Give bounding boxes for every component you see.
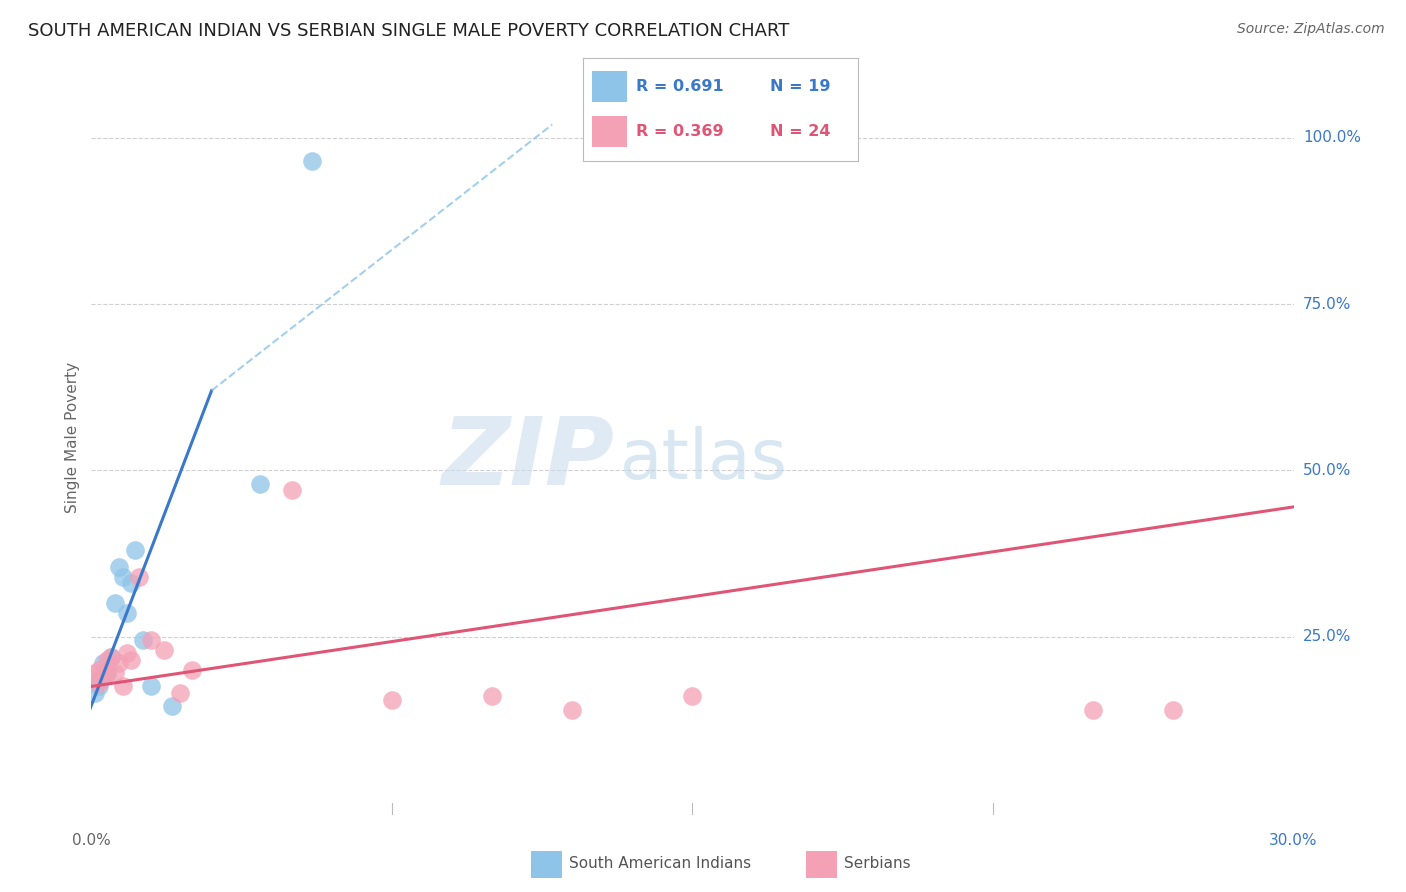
Text: Source: ZipAtlas.com: Source: ZipAtlas.com — [1237, 22, 1385, 37]
Point — [96, 666, 118, 681]
Point — [96, 666, 118, 681]
Point — [141, 680, 163, 694]
Point — [84, 666, 107, 681]
Text: N = 24: N = 24 — [770, 124, 831, 139]
Text: atlas: atlas — [620, 425, 789, 492]
Point — [93, 666, 115, 681]
Point — [100, 649, 122, 664]
Point — [169, 686, 191, 700]
Text: Serbians: Serbians — [844, 856, 910, 871]
Point — [89, 663, 111, 677]
Text: R = 0.369: R = 0.369 — [636, 124, 723, 139]
Point — [104, 666, 127, 681]
Point — [108, 559, 131, 574]
Point — [381, 692, 404, 706]
Point — [481, 690, 503, 704]
Point — [249, 476, 271, 491]
Text: 0.0%: 0.0% — [72, 833, 111, 848]
Point — [1163, 703, 1185, 717]
Point — [301, 154, 323, 169]
Point — [89, 673, 111, 687]
Point — [141, 632, 163, 647]
Text: SOUTH AMERICAN INDIAN VS SERBIAN SINGLE MALE POVERTY CORRELATION CHART: SOUTH AMERICAN INDIAN VS SERBIAN SINGLE … — [28, 22, 790, 40]
Point — [112, 680, 135, 694]
Point — [152, 643, 174, 657]
Bar — [592, 71, 627, 102]
Point — [128, 570, 150, 584]
Text: 75.0%: 75.0% — [1303, 297, 1351, 311]
Text: R = 0.691: R = 0.691 — [636, 79, 723, 95]
Point — [89, 676, 111, 690]
Text: South American Indians: South American Indians — [569, 856, 752, 871]
Point — [281, 483, 304, 498]
Point — [104, 596, 127, 610]
Text: 30.0%: 30.0% — [1270, 833, 1317, 848]
Text: 50.0%: 50.0% — [1303, 463, 1351, 478]
Point — [89, 680, 111, 694]
Point — [100, 649, 122, 664]
Point — [124, 543, 146, 558]
Bar — [592, 117, 627, 147]
Point — [121, 576, 143, 591]
Point — [132, 632, 155, 647]
Point — [96, 663, 118, 677]
Point — [681, 690, 703, 704]
Point — [84, 686, 107, 700]
Point — [93, 656, 115, 670]
Point — [180, 663, 202, 677]
Point — [117, 607, 139, 621]
Point — [96, 653, 118, 667]
Point — [121, 653, 143, 667]
Text: N = 19: N = 19 — [770, 79, 831, 95]
Y-axis label: Single Male Poverty: Single Male Poverty — [65, 361, 80, 513]
Point — [561, 703, 583, 717]
Text: ZIP: ZIP — [441, 413, 614, 505]
Point — [112, 570, 135, 584]
Point — [1083, 703, 1105, 717]
Point — [117, 646, 139, 660]
Text: 25.0%: 25.0% — [1303, 629, 1351, 644]
Point — [108, 656, 131, 670]
Point — [93, 669, 115, 683]
Point — [160, 699, 183, 714]
Text: 100.0%: 100.0% — [1303, 130, 1361, 145]
